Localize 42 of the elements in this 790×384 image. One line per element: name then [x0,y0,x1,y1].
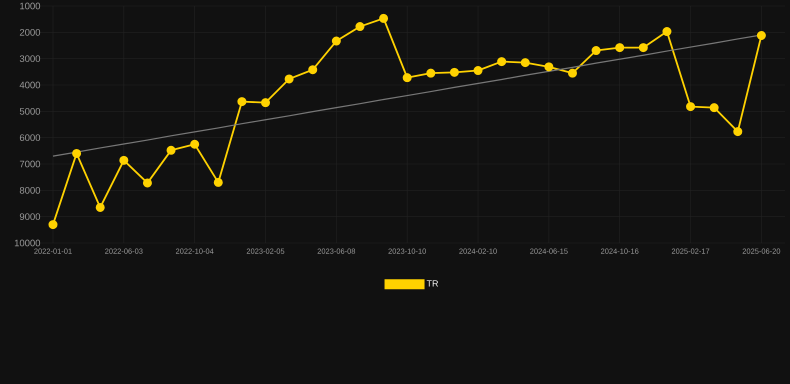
y-tick-label: 4000 [20,82,40,88]
point [733,127,742,136]
point [520,58,530,68]
y-tick-label: 7000 [20,160,40,168]
point [615,43,624,52]
y-tick-label: 9000 [20,213,40,220]
point [48,220,58,230]
point [426,68,436,78]
point [402,73,412,82]
point [214,178,223,187]
point [96,202,105,212]
point [261,98,270,108]
point [284,74,294,84]
point [72,148,82,158]
y-tick-label: 2000 [20,28,40,36]
y-tick-label: 8000 [20,186,40,194]
point [332,36,341,46]
point [568,68,577,78]
point [166,146,176,155]
point [686,102,696,112]
point [142,178,152,188]
legend-label: TR [426,280,438,287]
y-tick-label: 3000 [20,55,40,62]
point [379,14,388,23]
point [237,97,246,106]
point [355,22,364,32]
y-tick-label: 6000 [20,134,40,142]
y-tick-label: 1000 [20,2,40,10]
point [190,140,200,149]
point [756,31,766,40]
y-tick-label: 10000 [14,240,40,246]
point [662,27,672,36]
y-tick-label: 5000 [20,108,40,115]
point [592,46,601,56]
point [710,103,719,112]
point [497,57,506,66]
point [308,65,318,74]
point [544,62,554,72]
point [450,68,459,77]
point [119,156,128,165]
point [474,66,483,76]
point [638,43,648,52]
